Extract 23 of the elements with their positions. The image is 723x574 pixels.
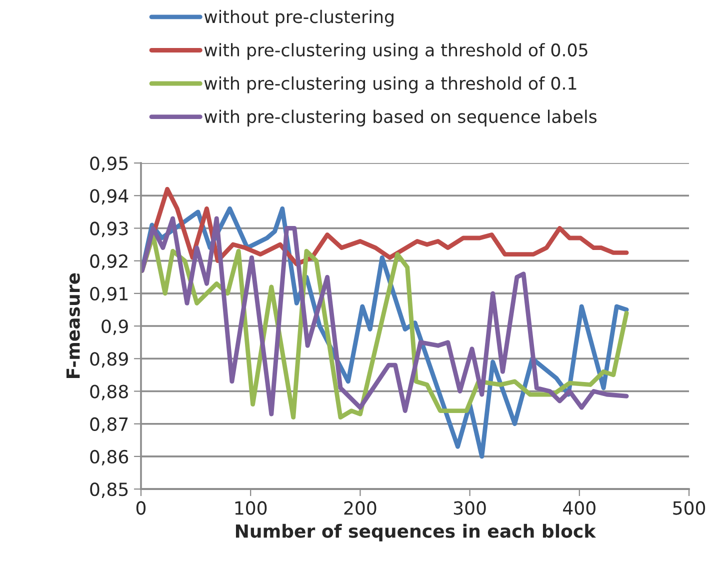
y-tick-label: 0,85 [90,482,128,498]
x-tick-label: 200 [344,501,376,515]
x-tick-label: 100 [235,501,267,515]
y-tick-label: 0,9 [102,319,128,335]
legend-label: with pre-clustering based on sequence labels [204,110,597,127]
y-tick-label: 0,92 [90,254,128,270]
y-tick-label: 0,91 [90,286,128,302]
y-tick-label: 0,88 [90,384,128,400]
x-tick-label: 0 [136,501,146,515]
x-axis-title: Number of sequences in each block [236,524,596,542]
y-tick-label: 0,93 [90,222,128,238]
legend-label: without pre-clustering [204,10,394,27]
x-tick-label: 500 [673,501,706,515]
legend-label: with pre-clustering using a threshold of 0.05 [204,43,588,60]
legend-label: with pre-clustering using a threshold of 0.1 [204,76,576,94]
y-tick-label: 0,94 [90,189,128,205]
y-tick-label: 0,89 [90,352,128,368]
x-tick-label: 400 [563,501,596,515]
x-tick-label: 300 [454,501,486,515]
y-tick-label: 0,86 [90,450,128,466]
y-tick-label: 0,87 [90,417,128,433]
y-axis-title: F-measure [66,273,80,378]
y-tick-label: 0,95 [90,156,128,172]
